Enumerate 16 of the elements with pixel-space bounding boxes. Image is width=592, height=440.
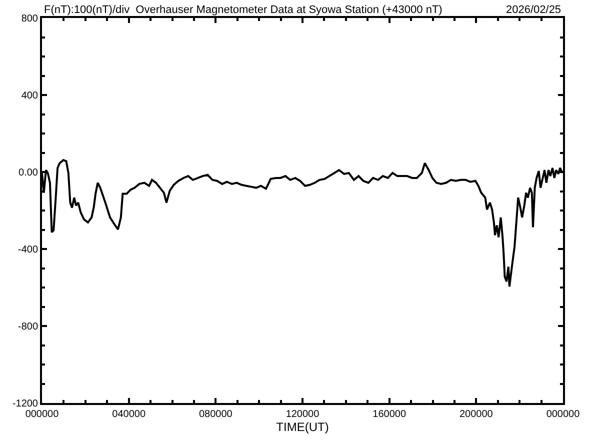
x-tick-label: 080000 xyxy=(198,409,233,420)
x-tick-label: 000000 xyxy=(546,409,580,420)
text: 2026/02/25 xyxy=(506,4,562,16)
y-tick-label: 0.00 xyxy=(18,168,38,178)
y-tick-label: -800 xyxy=(18,322,38,332)
y-tick-label: -1200 xyxy=(12,398,38,410)
x-axis-title: TIME(UT) xyxy=(276,420,329,434)
x-tick-label: 160000 xyxy=(372,409,406,420)
y-tick-label: 800 xyxy=(21,14,38,24)
chart-title: F(nT):100(nT)/div Overhauser Magnetometer Data at Syowa Station (+43000 nT) xyxy=(44,4,442,16)
y-tick-label: -400 xyxy=(18,244,38,256)
x-tick-label: 120000 xyxy=(286,409,320,420)
x-tick-label: 040000 xyxy=(112,409,146,420)
x-tick-label: 000000 xyxy=(25,409,60,420)
x-tick-label: 200000 xyxy=(459,409,494,420)
y-tick-label: 400 xyxy=(21,90,38,102)
